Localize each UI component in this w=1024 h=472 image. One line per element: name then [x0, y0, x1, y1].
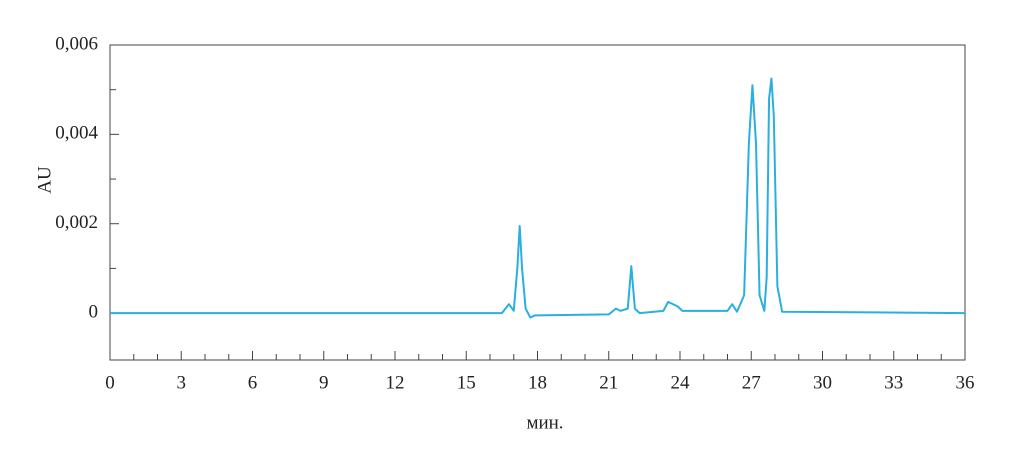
x-tick-label: 12 — [386, 372, 405, 393]
y-tick-label: 0,002 — [55, 212, 98, 233]
series-line — [110, 77, 966, 319]
x-tick-label: 9 — [319, 372, 329, 393]
x-tick-label: 3 — [177, 372, 187, 393]
x-tick-label: 30 — [813, 372, 832, 393]
x-tick-label: 27 — [742, 372, 761, 393]
y-tick-label: 0 — [89, 301, 99, 322]
x-tick-label: 15 — [457, 372, 476, 393]
y-tick-label: 0,004 — [55, 123, 98, 144]
x-tick-label: 0 — [105, 372, 115, 393]
x-tick-label: 21 — [599, 372, 618, 393]
x-tick-label: 24 — [671, 372, 691, 393]
y-axis-label: AU — [34, 166, 55, 194]
y-tick-label: 0,006 — [55, 33, 98, 54]
x-tick-label: 6 — [248, 372, 258, 393]
x-axis-label: мин. — [526, 412, 563, 433]
x-tick-label: 18 — [528, 372, 547, 393]
x-tick-label: 36 — [956, 372, 975, 393]
x-tick-label: 33 — [884, 372, 903, 393]
